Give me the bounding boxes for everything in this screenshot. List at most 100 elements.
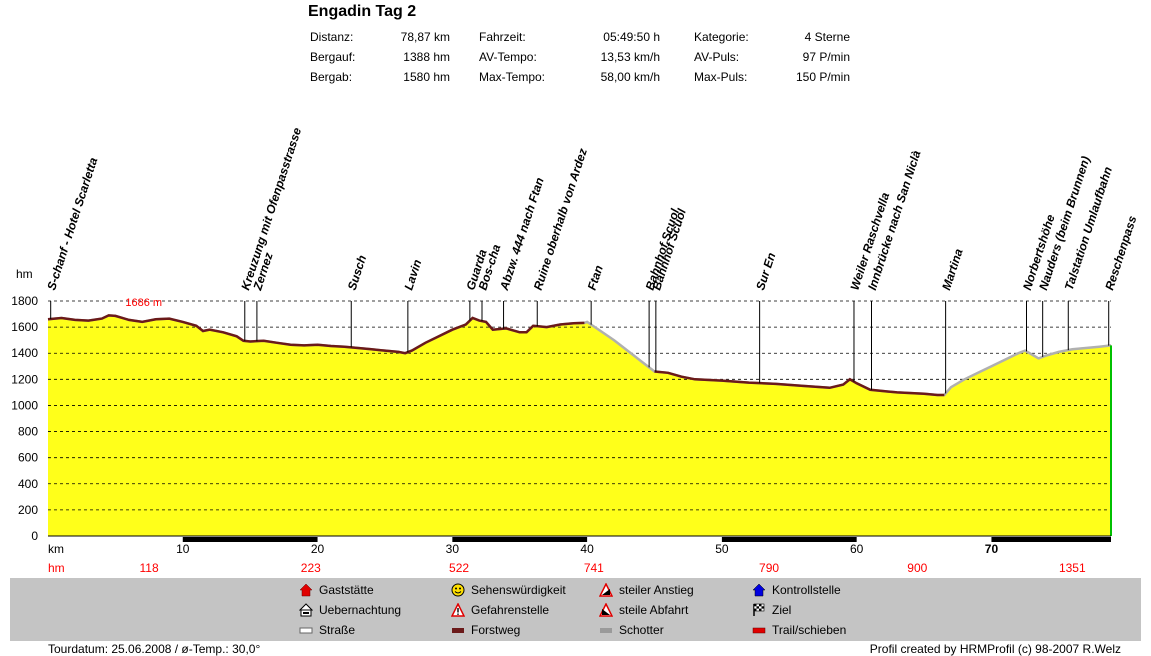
elevation-profile-chart: 0 200 400 600 800 1000 1200 1400 1600 1800 hm km 10 2… [11, 126, 1139, 575]
legend-label: Straße [319, 623, 356, 637]
x-tick-label: 30 [446, 542, 460, 556]
y-tick-label: 200 [18, 503, 38, 517]
y-tick-label: 400 [18, 477, 38, 491]
y-tick-label: 1000 [11, 398, 38, 412]
legend-item: Ziel [752, 603, 791, 617]
smiley-icon [451, 583, 465, 597]
stat-label: AV-Tempo: [479, 50, 537, 64]
stat-value: 1388 hm [403, 50, 450, 64]
waypoint-label: Martina [939, 247, 966, 292]
y-axis-label: hm [16, 267, 33, 281]
legend-label: Gaststätte [319, 583, 374, 597]
x-tick-label: 70 [985, 542, 999, 556]
hm-row-value: 1351 [1059, 561, 1086, 575]
profile-line-forstweg [47, 314, 585, 355]
stat-label: Bergauf: [310, 50, 356, 64]
bed-icon [298, 603, 314, 617]
x-tick-label: 50 [715, 542, 729, 556]
stat-value: 13,53 km/h [600, 50, 660, 64]
x-tick-label: 10 [176, 542, 190, 556]
stat-label: Fahrzeit: [479, 30, 526, 44]
y-tick-label: 1800 [11, 294, 38, 308]
x-tick-label: 40 [580, 542, 594, 556]
legend-label: Trail/schieben [772, 623, 847, 637]
x-axis-label: km [48, 542, 64, 556]
track-bar-segment [452, 537, 588, 542]
hm-row-label: hm [48, 561, 65, 575]
stat-value: 05:49:50 h [603, 30, 660, 44]
waypoint-label: Ruine oberhalb von Ardez [531, 147, 590, 292]
hm-row-value: 522 [449, 561, 469, 575]
warning-icon [450, 602, 466, 617]
y-tick-label: 600 [18, 451, 38, 465]
stat-value: 150 P/min [795, 70, 850, 84]
track-bar-segment [182, 537, 318, 542]
legend-item: Uebernachtung [298, 603, 402, 617]
waypoint-label: Sur En [753, 251, 778, 292]
stat-label: Max-Tempo: [479, 70, 546, 84]
elevation-area [48, 315, 1111, 536]
x-tick-label: 20 [311, 542, 325, 556]
legend-label: Sehenswürdigkeit [471, 583, 566, 597]
legend-item: Kontrollstelle [752, 583, 841, 597]
gravel-icon [599, 623, 613, 637]
track-bar-segment [991, 537, 1111, 542]
house-icon [299, 583, 313, 597]
finish-flag-icon [752, 603, 766, 617]
legend-label: Uebernachtung [319, 603, 402, 617]
legend-label: Ziel [772, 603, 792, 617]
legend-item: Schotter [599, 623, 664, 637]
legend-label: Gefahrenstelle [471, 603, 550, 617]
max-elevation-label: 1686 m [125, 297, 162, 309]
legend-item: steile Abfahrt [598, 602, 689, 617]
forest-road-icon [451, 623, 465, 637]
footer-credits: Profil created by HRMProfil (c) 98-2007 … [869, 642, 1121, 656]
waypoint-label: Reschenpass [1102, 214, 1139, 292]
x-tick-label: 60 [850, 542, 864, 556]
hm-row-value: 223 [301, 561, 321, 575]
waypoint-label: Susch [345, 253, 369, 292]
stat-label: Bergab: [310, 70, 353, 84]
legend-item: Gaststätte [299, 583, 374, 597]
legend-item: Straße [299, 623, 355, 637]
legend-label: Kontrollstelle [772, 583, 841, 597]
y-tick-label: 1400 [11, 346, 38, 360]
stat-label: Max-Puls: [694, 70, 748, 84]
road-icon [299, 623, 313, 637]
stat-value: 97 P/min [802, 50, 850, 64]
legend: Gaststätte Uebernachtung Straße Sehenswü… [10, 578, 1141, 641]
profile-line-forstweg [654, 370, 945, 397]
legend-item: Sehenswürdigkeit [451, 583, 566, 597]
hm-row-value: 118 [140, 561, 159, 575]
waypoint-label: Ftan [585, 263, 606, 291]
legend-label: Forstweg [471, 623, 521, 637]
footer-tour-info: Tourdatum: 25.06.2008 / ø-Temp.: 30,0° [48, 642, 261, 656]
legend-label: steiler Anstieg [619, 583, 694, 597]
hm-row-value: 790 [759, 561, 779, 575]
waypoint-label: Lavin [401, 258, 424, 292]
stat-value: 78,87 km [400, 30, 450, 44]
stat-value: 58,00 km/h [600, 70, 660, 84]
legend-item: Gefahrenstelle [450, 602, 550, 617]
y-tick-label: 800 [18, 425, 38, 439]
y-tick-label: 1600 [11, 320, 38, 334]
track-bar-segment [721, 537, 857, 542]
legend-label: Schotter [619, 623, 664, 637]
stat-value: 1580 hm [403, 70, 450, 84]
trail-icon [752, 623, 766, 637]
legend-label: steile Abfahrt [619, 603, 689, 617]
y-tick-label: 0 [31, 529, 38, 543]
steep-up-icon [598, 582, 614, 597]
hm-row-value: 741 [584, 561, 604, 575]
stat-label: Kategorie: [694, 30, 749, 44]
legend-item: Trail/schieben [752, 623, 846, 637]
tour-title: Engadin Tag 2 [308, 3, 417, 20]
y-tick-label: 1200 [11, 372, 38, 386]
stat-label: AV-Puls: [694, 50, 740, 64]
checkpoint-icon [752, 583, 766, 597]
legend-item: steiler Anstieg [598, 582, 694, 597]
steep-down-icon [598, 602, 614, 617]
waypoint-label: S-chanf - Hotel Scarletta [44, 155, 100, 292]
legend-item: Forstweg [451, 623, 520, 637]
hm-row-value: 900 [907, 561, 927, 575]
